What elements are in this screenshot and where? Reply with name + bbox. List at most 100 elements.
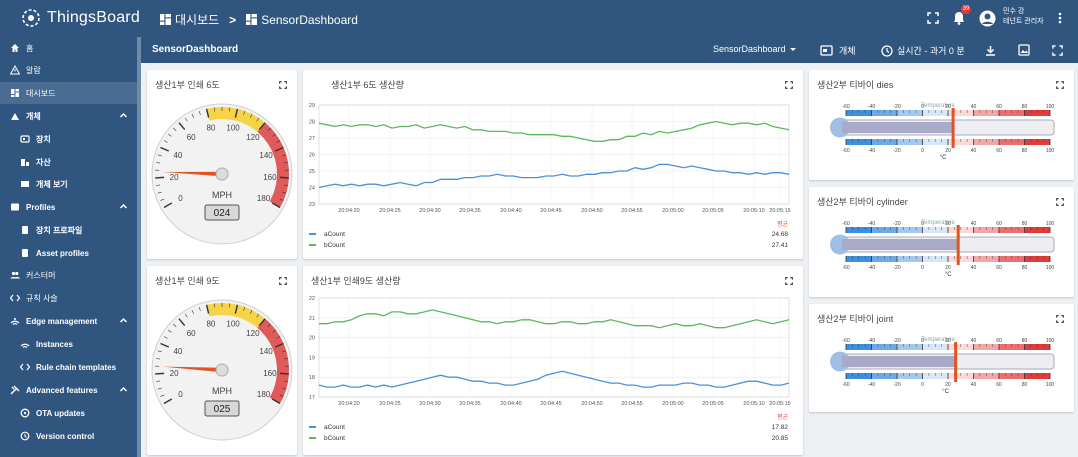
gauge-tick [272, 329, 276, 333]
fullscreen-icon[interactable] [785, 277, 793, 285]
sidebar-item[interactable]: Advanced features [0, 379, 137, 401]
fullscreen-icon[interactable] [279, 277, 287, 285]
notifications-icon[interactable] [953, 11, 965, 25]
instances-icon [20, 339, 30, 349]
sidebar-item[interactable]: 규칙 사슬 [0, 287, 137, 309]
thermometer-fill [842, 356, 956, 367]
fullscreen-icon[interactable] [1056, 198, 1064, 206]
legend-series-name[interactable]: aCount [324, 424, 345, 431]
legend-series-name[interactable]: bCount [324, 242, 345, 249]
fullscreen-icon[interactable] [1056, 315, 1064, 323]
account-circle-icon[interactable] [979, 10, 996, 27]
scale-tick-label-bottom: 60 [996, 382, 1002, 388]
fullscreen-icon[interactable] [927, 12, 939, 24]
customers-icon [10, 270, 20, 280]
gauge-tick [283, 380, 289, 382]
download-icon[interactable] [985, 45, 996, 56]
thermometer-label: Temperature [921, 220, 955, 226]
rule-chain-icon [10, 293, 20, 303]
sidebar-item[interactable]: Asset profiles [0, 242, 137, 264]
sidebar-item[interactable]: Profiles [0, 196, 137, 218]
gauge-tick [157, 191, 162, 194]
sidebar-item[interactable]: 개체 보기 [0, 173, 137, 195]
scale-tick-label-bottom: -40 [868, 382, 875, 388]
x-tick-label: 20:04:45 [540, 401, 561, 407]
gauge-needle [163, 171, 229, 177]
gauge-unit: MPH [212, 386, 232, 396]
gauge-tick [160, 394, 165, 397]
sidebar-item[interactable]: 알람 [0, 59, 137, 81]
device-icon [20, 134, 30, 144]
scale-tick-label-bottom: 40 [971, 265, 977, 271]
thingsboard-logo-icon [22, 9, 40, 27]
sidebar-item[interactable]: Version control [0, 425, 137, 447]
scale-tick-label-top: 40 [971, 104, 977, 110]
gauge-card: 생산1부 인쇄 6도 0 20 40 60 80 100 120 140 160 180 MPH 02… [147, 70, 297, 259]
breadcrumb-dashboards[interactable]: 대시보드 [160, 11, 219, 28]
fullscreen-icon[interactable] [785, 81, 793, 89]
sidebar-item[interactable]: 장치 프로파일 [0, 219, 137, 241]
thermometer-fill [842, 122, 954, 133]
fullscreen-icon[interactable] [1056, 81, 1064, 89]
sidebar-item-label: Instances [36, 339, 73, 349]
fullscreen-icon[interactable] [1052, 45, 1063, 56]
scale-tick-label-bottom: 80 [1022, 148, 1028, 154]
dashboard-title: SensorDashboard [152, 44, 239, 55]
gauge-tick-label: 140 [259, 347, 273, 356]
sidebar-scrollbar[interactable] [137, 37, 141, 457]
x-tick-label: 20:04:30 [419, 401, 440, 407]
y-tick-label: 22 [309, 296, 315, 302]
gauge-tick [163, 336, 168, 339]
timewindow-button[interactable]: 실시간 - 과거 0 분 [881, 44, 965, 57]
sidebar-item-label: 자산 [36, 157, 51, 167]
scale-tick-label-top: 100 [1046, 221, 1055, 227]
gauge-tick [243, 110, 246, 115]
entities-icon [820, 45, 833, 56]
sidebar-item[interactable]: 대시보드 [0, 82, 137, 104]
scale-tick-label-top: 40 [971, 338, 977, 344]
sidebar-item-label: Advanced features [26, 385, 98, 395]
x-tick-label: 20:04:50 [581, 401, 602, 407]
gauge-tick [163, 202, 173, 209]
gauge-tick [198, 306, 201, 311]
entities-button[interactable]: 개체 [820, 44, 856, 57]
scale-tick-label-bottom: 0 [921, 265, 924, 271]
image-export-icon[interactable] [1018, 44, 1030, 56]
gauge-tick-label: 0 [178, 194, 183, 203]
sidebar-item-label: OTA updates [36, 408, 85, 418]
chevron-up-icon[interactable] [119, 202, 128, 213]
more-vert-icon[interactable] [1058, 12, 1062, 24]
rule-chain-icon [20, 362, 30, 372]
user-info[interactable]: 민수 강 테넌트 관리자 [1003, 7, 1044, 27]
sidebar-item[interactable]: Rule chain templates [0, 356, 137, 378]
gauge-tick-label: 80 [206, 319, 215, 328]
legend-series-name[interactable]: bCount [324, 435, 345, 442]
gauge-tick [283, 358, 289, 360]
sidebar-item[interactable]: 장치 [0, 128, 137, 150]
thermometer-unit: °C [940, 155, 947, 161]
legend-series-name[interactable]: aCount [324, 231, 345, 238]
sidebar-item[interactable]: Instances [0, 333, 137, 355]
home-icon [10, 43, 20, 53]
sidebar-item[interactable]: 커스터머 [0, 264, 137, 286]
sidebar-item[interactable]: 자산 [0, 151, 137, 173]
chevron-up-icon[interactable] [119, 316, 128, 327]
scale-tick-label-bottom: 20 [945, 148, 951, 154]
scale-tick-label-top: 20 [945, 221, 951, 227]
sidebar-item-label: 대시보드 [26, 88, 56, 98]
sidebar-item[interactable]: 개체 [0, 105, 137, 127]
gauge-tick [184, 117, 188, 122]
app-logo[interactable]: ThingsBoard [21, 8, 140, 28]
fullscreen-icon[interactable] [279, 81, 287, 89]
chevron-up-icon[interactable] [119, 385, 128, 396]
dashboard-state-select[interactable]: SensorDashboard [713, 44, 797, 54]
sidebar-item[interactable]: Edge management [0, 310, 137, 332]
sidebar-item[interactable]: OTA updates [0, 402, 137, 424]
scale-tick-label-bottom: 20 [945, 265, 951, 271]
chevron-up-icon[interactable] [119, 111, 128, 122]
legend-series-avg: 27.41 [772, 242, 789, 249]
sidebar-item[interactable]: 홈 [0, 37, 137, 59]
scale-tick-label-bottom: 0 [921, 382, 924, 388]
dropdown-arrow-icon [789, 48, 796, 51]
user-name: 민수 강 [1003, 8, 1025, 15]
